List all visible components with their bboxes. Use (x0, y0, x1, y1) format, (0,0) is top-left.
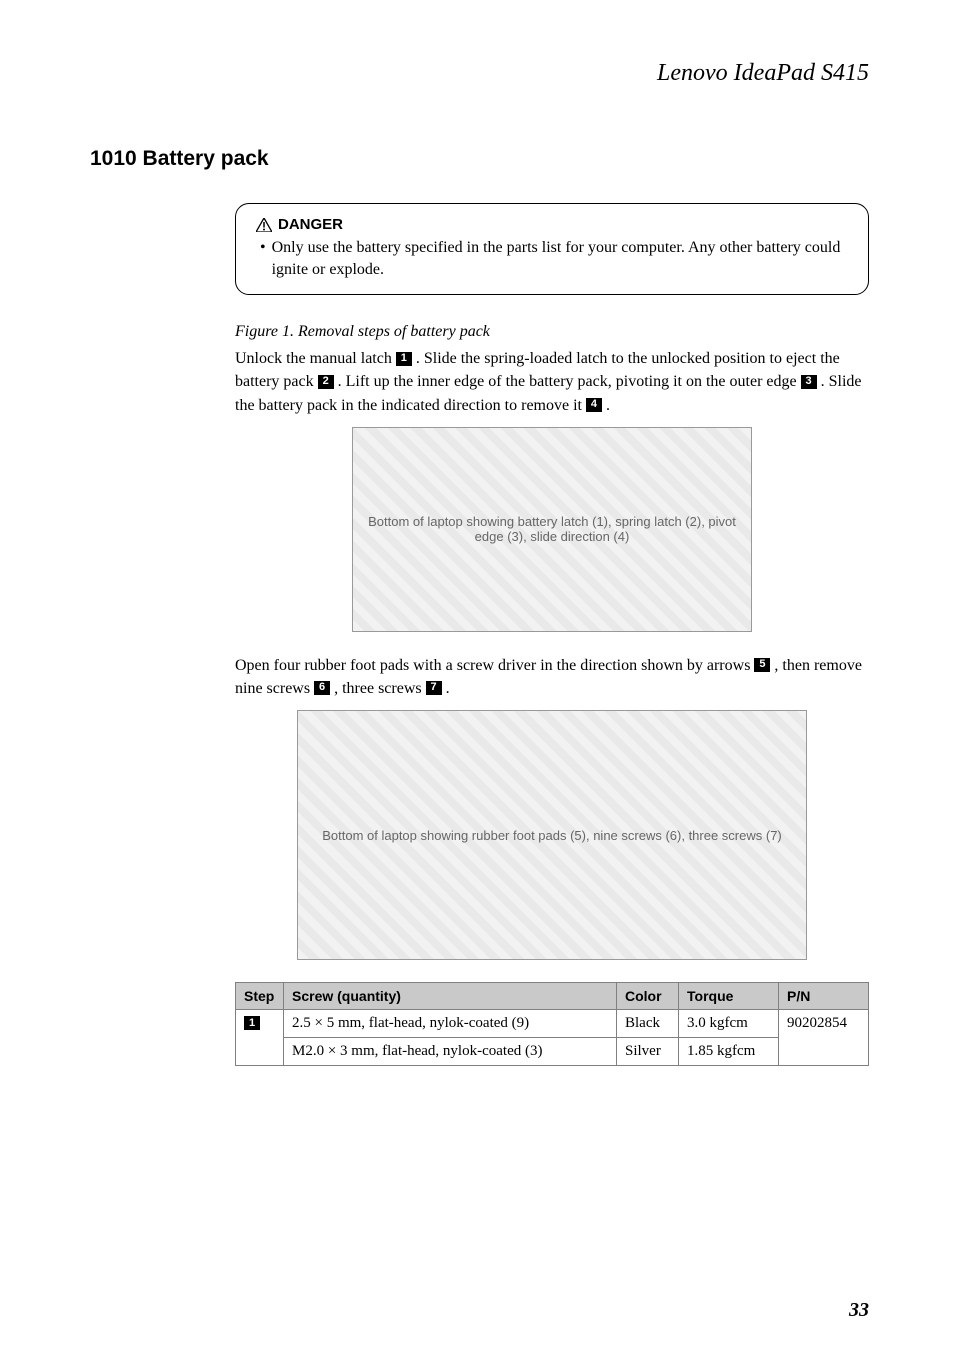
fig2-text-1: Open four rubber foot pads with a screw … (235, 657, 754, 674)
content-block: DANGER • Only use the battery specified … (235, 203, 869, 1066)
callout-badge-2: 2 (318, 375, 334, 389)
td-torque1: 3.0 kgfcm (679, 1010, 779, 1038)
callout-badge-1: 1 (396, 352, 412, 366)
table-row: M2.0 × 3 mm, flat-head, nylok-coated (3)… (236, 1038, 869, 1066)
callout-badge-4: 4 (586, 398, 602, 412)
figure1-caption: Figure 1. Removal steps of battery pack (235, 323, 869, 341)
page-number: 33 (849, 1299, 869, 1322)
td-color2: Silver (617, 1038, 679, 1066)
callout-badge-7: 7 (426, 681, 442, 695)
bullet-icon: • (260, 237, 266, 280)
warning-icon (256, 218, 272, 232)
step-badge-1: 1 (244, 1016, 260, 1030)
th-pn: P/N (779, 983, 869, 1010)
table-row: 1 2.5 × 5 mm, flat-head, nylok-coated (9… (236, 1010, 869, 1038)
td-step: 1 (236, 1010, 284, 1066)
callout-badge-3: 3 (801, 375, 817, 389)
product-title: Lenovo IdeaPad S415 (120, 60, 869, 87)
danger-label: DANGER (278, 216, 343, 233)
figure2-paragraph: Open four rubber foot pads with a screw … (235, 654, 869, 700)
danger-box: DANGER • Only use the battery specified … (235, 203, 869, 295)
td-pn: 90202854 (779, 1010, 869, 1066)
fig2-text-3: , three screws (334, 680, 426, 697)
th-screw: Screw (quantity) (284, 983, 617, 1010)
td-torque2: 1.85 kgfcm (679, 1038, 779, 1066)
callout-badge-5: 5 (754, 658, 770, 672)
danger-body-text: Only use the battery specified in the pa… (272, 237, 848, 280)
fig1-text-5: . (606, 397, 610, 414)
screw-table: Step Screw (quantity) Color Torque P/N 1… (235, 982, 869, 1066)
figure1-paragraph: Unlock the manual latch 1 . Slide the sp… (235, 347, 869, 417)
figure2-image: Bottom of laptop showing rubber foot pad… (297, 710, 807, 960)
callout-badge-6: 6 (314, 681, 330, 695)
th-step: Step (236, 983, 284, 1010)
td-color1: Black (617, 1010, 679, 1038)
td-screw1: 2.5 × 5 mm, flat-head, nylok-coated (9) (284, 1010, 617, 1038)
th-torque: Torque (679, 983, 779, 1010)
figure1-image: Bottom of laptop showing battery latch (… (352, 427, 752, 632)
td-screw2: M2.0 × 3 mm, flat-head, nylok-coated (3) (284, 1038, 617, 1066)
section-heading: 1010 Battery pack (90, 147, 869, 171)
th-color: Color (617, 983, 679, 1010)
fig1-text-1: Unlock the manual latch (235, 350, 396, 367)
danger-text: • Only use the battery specified in the … (256, 237, 848, 280)
fig1-text-3: . Lift up the inner edge of the battery … (338, 373, 801, 390)
danger-header: DANGER (256, 216, 848, 233)
fig2-text-4: . (446, 680, 450, 697)
